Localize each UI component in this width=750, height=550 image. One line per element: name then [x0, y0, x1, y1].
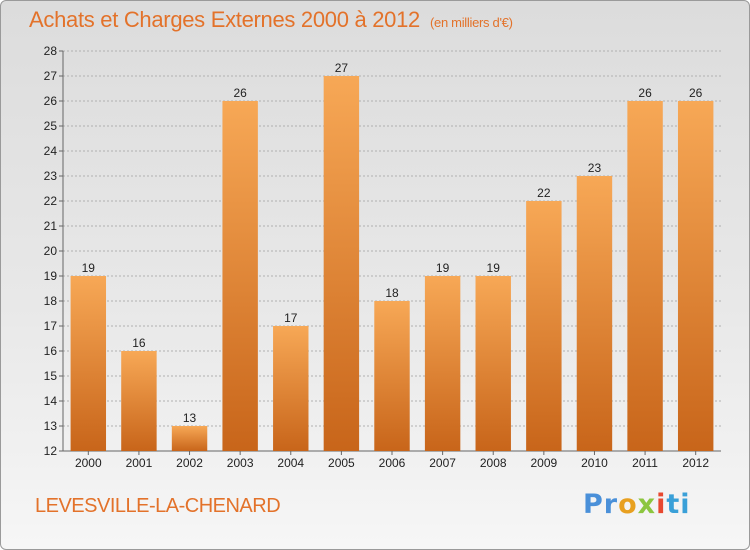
x-tick-label: 2003 [227, 456, 254, 470]
x-tick-label: 2011 [632, 456, 658, 470]
x-tick-label: 2010 [581, 456, 608, 470]
y-tick-label: 27 [44, 69, 58, 83]
chart-title: Achats et Charges Externes 2000 à 2012 (e… [29, 7, 513, 33]
x-tick-label: 2008 [480, 456, 507, 470]
x-tick-label: 2000 [75, 456, 102, 470]
data-label: 22 [537, 186, 551, 200]
x-tick-label: 2005 [328, 456, 355, 470]
data-label: 19 [436, 261, 450, 275]
logo-part-4: i [656, 489, 667, 520]
y-tick-label: 23 [44, 169, 58, 183]
bars [70, 76, 714, 451]
bar [627, 101, 663, 451]
bar [222, 101, 258, 451]
bar [424, 276, 461, 451]
y-tick-label: 22 [44, 194, 58, 208]
y-tick-label: 18 [44, 294, 58, 308]
data-label: 18 [385, 286, 399, 300]
commune-name: LEVESVILLE-LA-CHENARD [35, 495, 281, 517]
y-tick-label: 17 [44, 319, 58, 333]
bar [171, 426, 208, 451]
y-tick-label: 13 [44, 419, 58, 433]
chart-unit: (en milliers d'€) [429, 15, 513, 30]
y-tick-label: 21 [44, 219, 58, 233]
x-tick-label: 2006 [379, 456, 406, 470]
logo-part-2: o [618, 489, 638, 520]
bar [374, 301, 410, 451]
y-tick-label: 12 [44, 444, 58, 458]
data-label: 26 [689, 86, 703, 100]
y-tick-label: 24 [44, 144, 58, 158]
data-label: 19 [487, 261, 501, 275]
proxiti-logo[interactable]: Proxiti [583, 489, 691, 520]
y-tick-label: 26 [44, 94, 58, 108]
bar [273, 326, 309, 451]
x-tick-label: 2004 [277, 456, 304, 470]
y-tick-label: 28 [44, 44, 58, 58]
x-tick-label: 2002 [176, 456, 203, 470]
data-label: 23 [588, 161, 602, 175]
data-label: 16 [132, 336, 146, 350]
bar [677, 101, 714, 451]
x-tick-label: 2012 [682, 456, 709, 470]
logo-part-3: x [637, 489, 657, 520]
bar [576, 176, 613, 451]
chart-title-text: Achats et Charges Externes 2000 à 2012 [29, 7, 420, 32]
x-tick-label: 2001 [126, 456, 153, 470]
data-label: 17 [284, 311, 298, 325]
y-tick-label: 19 [44, 269, 58, 283]
y-tick-label: 25 [44, 119, 58, 133]
bar [70, 276, 107, 451]
data-label: 13 [183, 411, 197, 425]
data-label: 19 [82, 261, 96, 275]
x-tick-label: 2007 [429, 456, 456, 470]
logo-part-5: ti [666, 489, 691, 520]
data-label: 26 [638, 86, 652, 100]
bar [323, 76, 360, 451]
logo-part-1: Pr [583, 489, 619, 520]
y-tick-label: 20 [44, 244, 58, 258]
y-tick-label: 14 [44, 394, 58, 408]
y-tick-label: 16 [44, 344, 58, 358]
data-label: 27 [335, 61, 349, 75]
bar [526, 201, 562, 451]
y-tick-label: 15 [44, 369, 58, 383]
x-tick-label: 2009 [530, 456, 557, 470]
bar [121, 351, 157, 451]
bar [475, 276, 511, 451]
data-label: 26 [233, 86, 247, 100]
labels: 12 13 14 15 16 17 18 19 20 21 22 23 24 25 26 27 28 19 2000… [44, 44, 710, 470]
